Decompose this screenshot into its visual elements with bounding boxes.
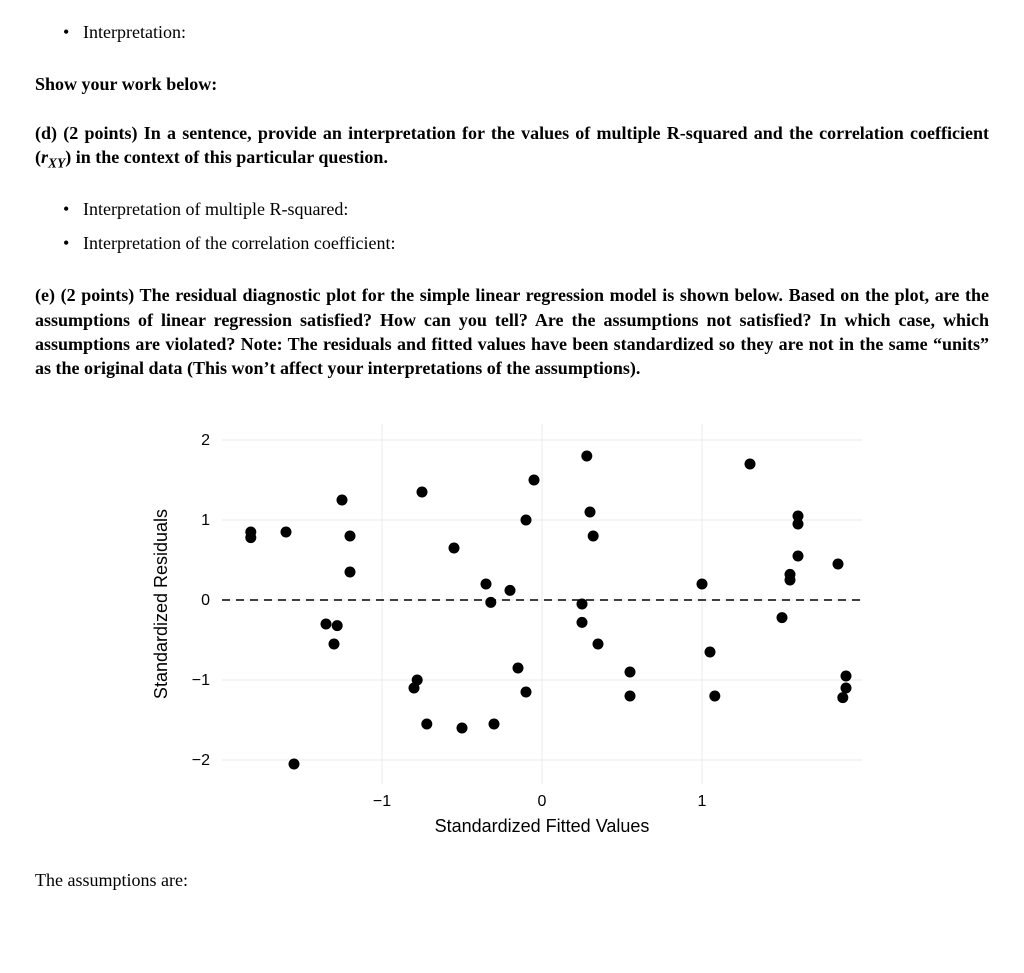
assumptions-text: The assumptions are: bbox=[35, 870, 188, 890]
svg-text:2: 2 bbox=[201, 432, 210, 449]
bullet-interpretation: Interpretation: bbox=[83, 20, 989, 44]
bullet-rsquared: Interpretation of multiple R-squared: bbox=[83, 197, 989, 221]
bullet-text: Interpretation: bbox=[83, 22, 186, 42]
svg-text:0: 0 bbox=[201, 592, 210, 609]
svg-text:0: 0 bbox=[538, 793, 547, 810]
svg-text:1: 1 bbox=[201, 512, 210, 529]
part-d-var: r bbox=[41, 147, 48, 167]
show-work-text: Show your work below: bbox=[35, 74, 217, 94]
svg-text:Standardized Fitted Values: Standardized Fitted Values bbox=[435, 816, 650, 836]
svg-text:1: 1 bbox=[698, 793, 707, 810]
part-e-prompt: (e) (2 points) The residual diagnostic p… bbox=[35, 283, 989, 380]
assumptions-line: The assumptions are: bbox=[35, 868, 989, 892]
part-e-text: (e) (2 points) The residual diagnostic p… bbox=[35, 285, 989, 378]
residual-scatter-plot: −2 −1 0 1 2 −1 0 1 Standardized Fitted Values Sta… bbox=[132, 404, 892, 844]
svg-text:Standardized Residuals: Standardized Residuals bbox=[151, 509, 171, 699]
svg-text:−1: −1 bbox=[373, 793, 391, 810]
svg-text:−2: −2 bbox=[192, 752, 210, 769]
svg-text:−1: −1 bbox=[192, 672, 210, 689]
bullet-rsquared-text: Interpretation of multiple R-squared: bbox=[83, 199, 348, 219]
bullet-corr-text: Interpretation of the correlation coeffi… bbox=[83, 233, 396, 253]
bullet-corr: Interpretation of the correlation coeffi… bbox=[83, 231, 989, 255]
part-d-subscript: XY bbox=[48, 155, 65, 170]
part-d-suffix: ) in the context of this particular ques… bbox=[65, 147, 388, 167]
residual-plot-container: −2 −1 0 1 2 −1 0 1 Standardized Fitted Values Sta… bbox=[35, 404, 989, 844]
part-d-prompt: (d) (2 points) In a sentence, provide an… bbox=[35, 121, 989, 173]
show-work-heading: Show your work below: bbox=[35, 72, 989, 96]
